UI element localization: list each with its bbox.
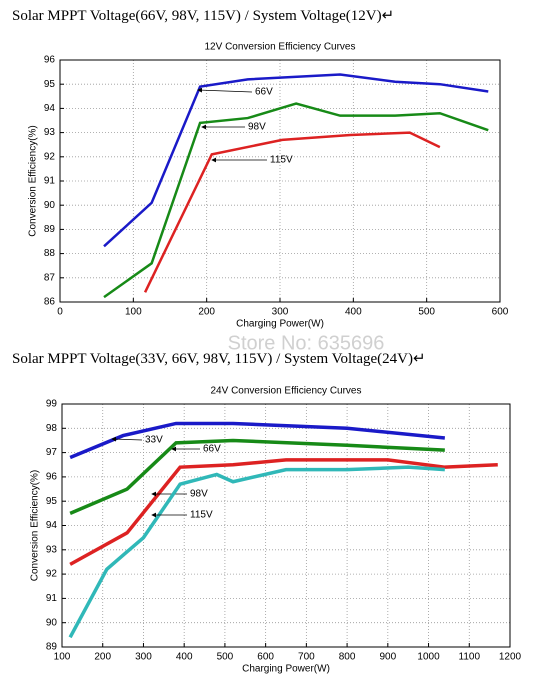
- x-tick-label: 1200: [499, 652, 522, 663]
- x-axis-label: Charging Power(W): [242, 664, 330, 675]
- series-line: [103, 73, 489, 248]
- x-tick-label: 500: [217, 652, 234, 663]
- x-tick-label: 400: [345, 307, 362, 318]
- chart-title: 12V Conversion Efficiency Curves: [205, 42, 356, 53]
- series-label: 66V: [203, 444, 221, 455]
- x-tick-label: 400: [176, 652, 193, 663]
- y-tick-label: 95: [44, 79, 56, 90]
- x-tick-label: 500: [418, 307, 435, 318]
- plot-frame: [61, 403, 511, 648]
- y-tick-label: 90: [44, 200, 56, 211]
- x-tick-label: 100: [125, 307, 142, 318]
- y-tick-label: 96: [46, 472, 58, 483]
- chart-title: 24V Conversion Efficiency Curves: [211, 386, 362, 397]
- y-tick-label: 99: [46, 399, 58, 410]
- y-tick-label: 90: [46, 617, 58, 628]
- x-tick-label: 1000: [417, 652, 440, 663]
- series-line: [103, 102, 489, 299]
- x-tick-label: 900: [379, 652, 396, 663]
- x-tick-label: 600: [257, 652, 274, 663]
- y-tick-label: 91: [44, 176, 56, 187]
- heading: Solar MPPT Voltage(66V, 98V, 115V) / Sys…: [12, 8, 394, 24]
- y-tick-label: 94: [44, 103, 56, 114]
- y-tick-label: 89: [46, 642, 58, 653]
- y-tick-label: 92: [44, 151, 56, 162]
- series-line: [143, 131, 441, 293]
- x-tick-label: 300: [135, 652, 152, 663]
- y-tick-label: 89: [44, 224, 56, 235]
- series-label: 115V: [270, 155, 293, 166]
- y-tick-label: 94: [46, 520, 58, 531]
- x-tick-label: 300: [272, 307, 289, 318]
- y-tick-label: 87: [44, 272, 56, 283]
- x-tick-label: 700: [298, 652, 315, 663]
- annotation-arrow: [111, 436, 143, 442]
- x-tick-label: 1100: [459, 652, 481, 663]
- watermark: Store No: 635696: [228, 332, 385, 354]
- plot-area: [62, 404, 510, 647]
- y-tick-label: 95: [46, 496, 58, 507]
- x-tick-label: 600: [492, 307, 509, 318]
- plot-frame: [59, 59, 501, 303]
- series-label: 33V: [145, 435, 163, 446]
- heading: Solar MPPT Voltage(33V, 66V, 98V, 115V) …: [12, 351, 426, 367]
- x-tick-label: 0: [57, 307, 63, 318]
- x-tick-label: 200: [94, 652, 111, 663]
- series-line: [69, 438, 445, 515]
- y-axis-label: Conversion Efficiency(%): [28, 125, 39, 237]
- y-tick-label: 93: [44, 127, 56, 138]
- y-tick-label: 91: [46, 593, 58, 604]
- y-tick-label: 86: [44, 297, 56, 308]
- series-line: [68, 465, 445, 639]
- x-axis-label: Charging Power(W): [236, 319, 324, 330]
- y-tick-label: 98: [46, 423, 58, 434]
- x-tick-label: 200: [198, 307, 215, 318]
- y-tick-label: 88: [44, 248, 56, 259]
- series-label: 66V: [255, 87, 273, 98]
- annotation-arrow: [197, 87, 253, 93]
- y-tick-label: 96: [44, 55, 56, 66]
- series-line: [69, 458, 498, 566]
- series-label: 98V: [248, 122, 266, 133]
- y-axis-label: Conversion Efficiency(%): [30, 470, 41, 582]
- x-tick-label: 100: [54, 652, 71, 663]
- y-tick-label: 97: [46, 447, 58, 458]
- series-label: 115V: [190, 510, 213, 521]
- y-tick-label: 92: [46, 569, 58, 580]
- series-label: 98V: [190, 489, 208, 500]
- x-tick-label: 800: [339, 652, 356, 663]
- y-tick-label: 93: [46, 544, 58, 555]
